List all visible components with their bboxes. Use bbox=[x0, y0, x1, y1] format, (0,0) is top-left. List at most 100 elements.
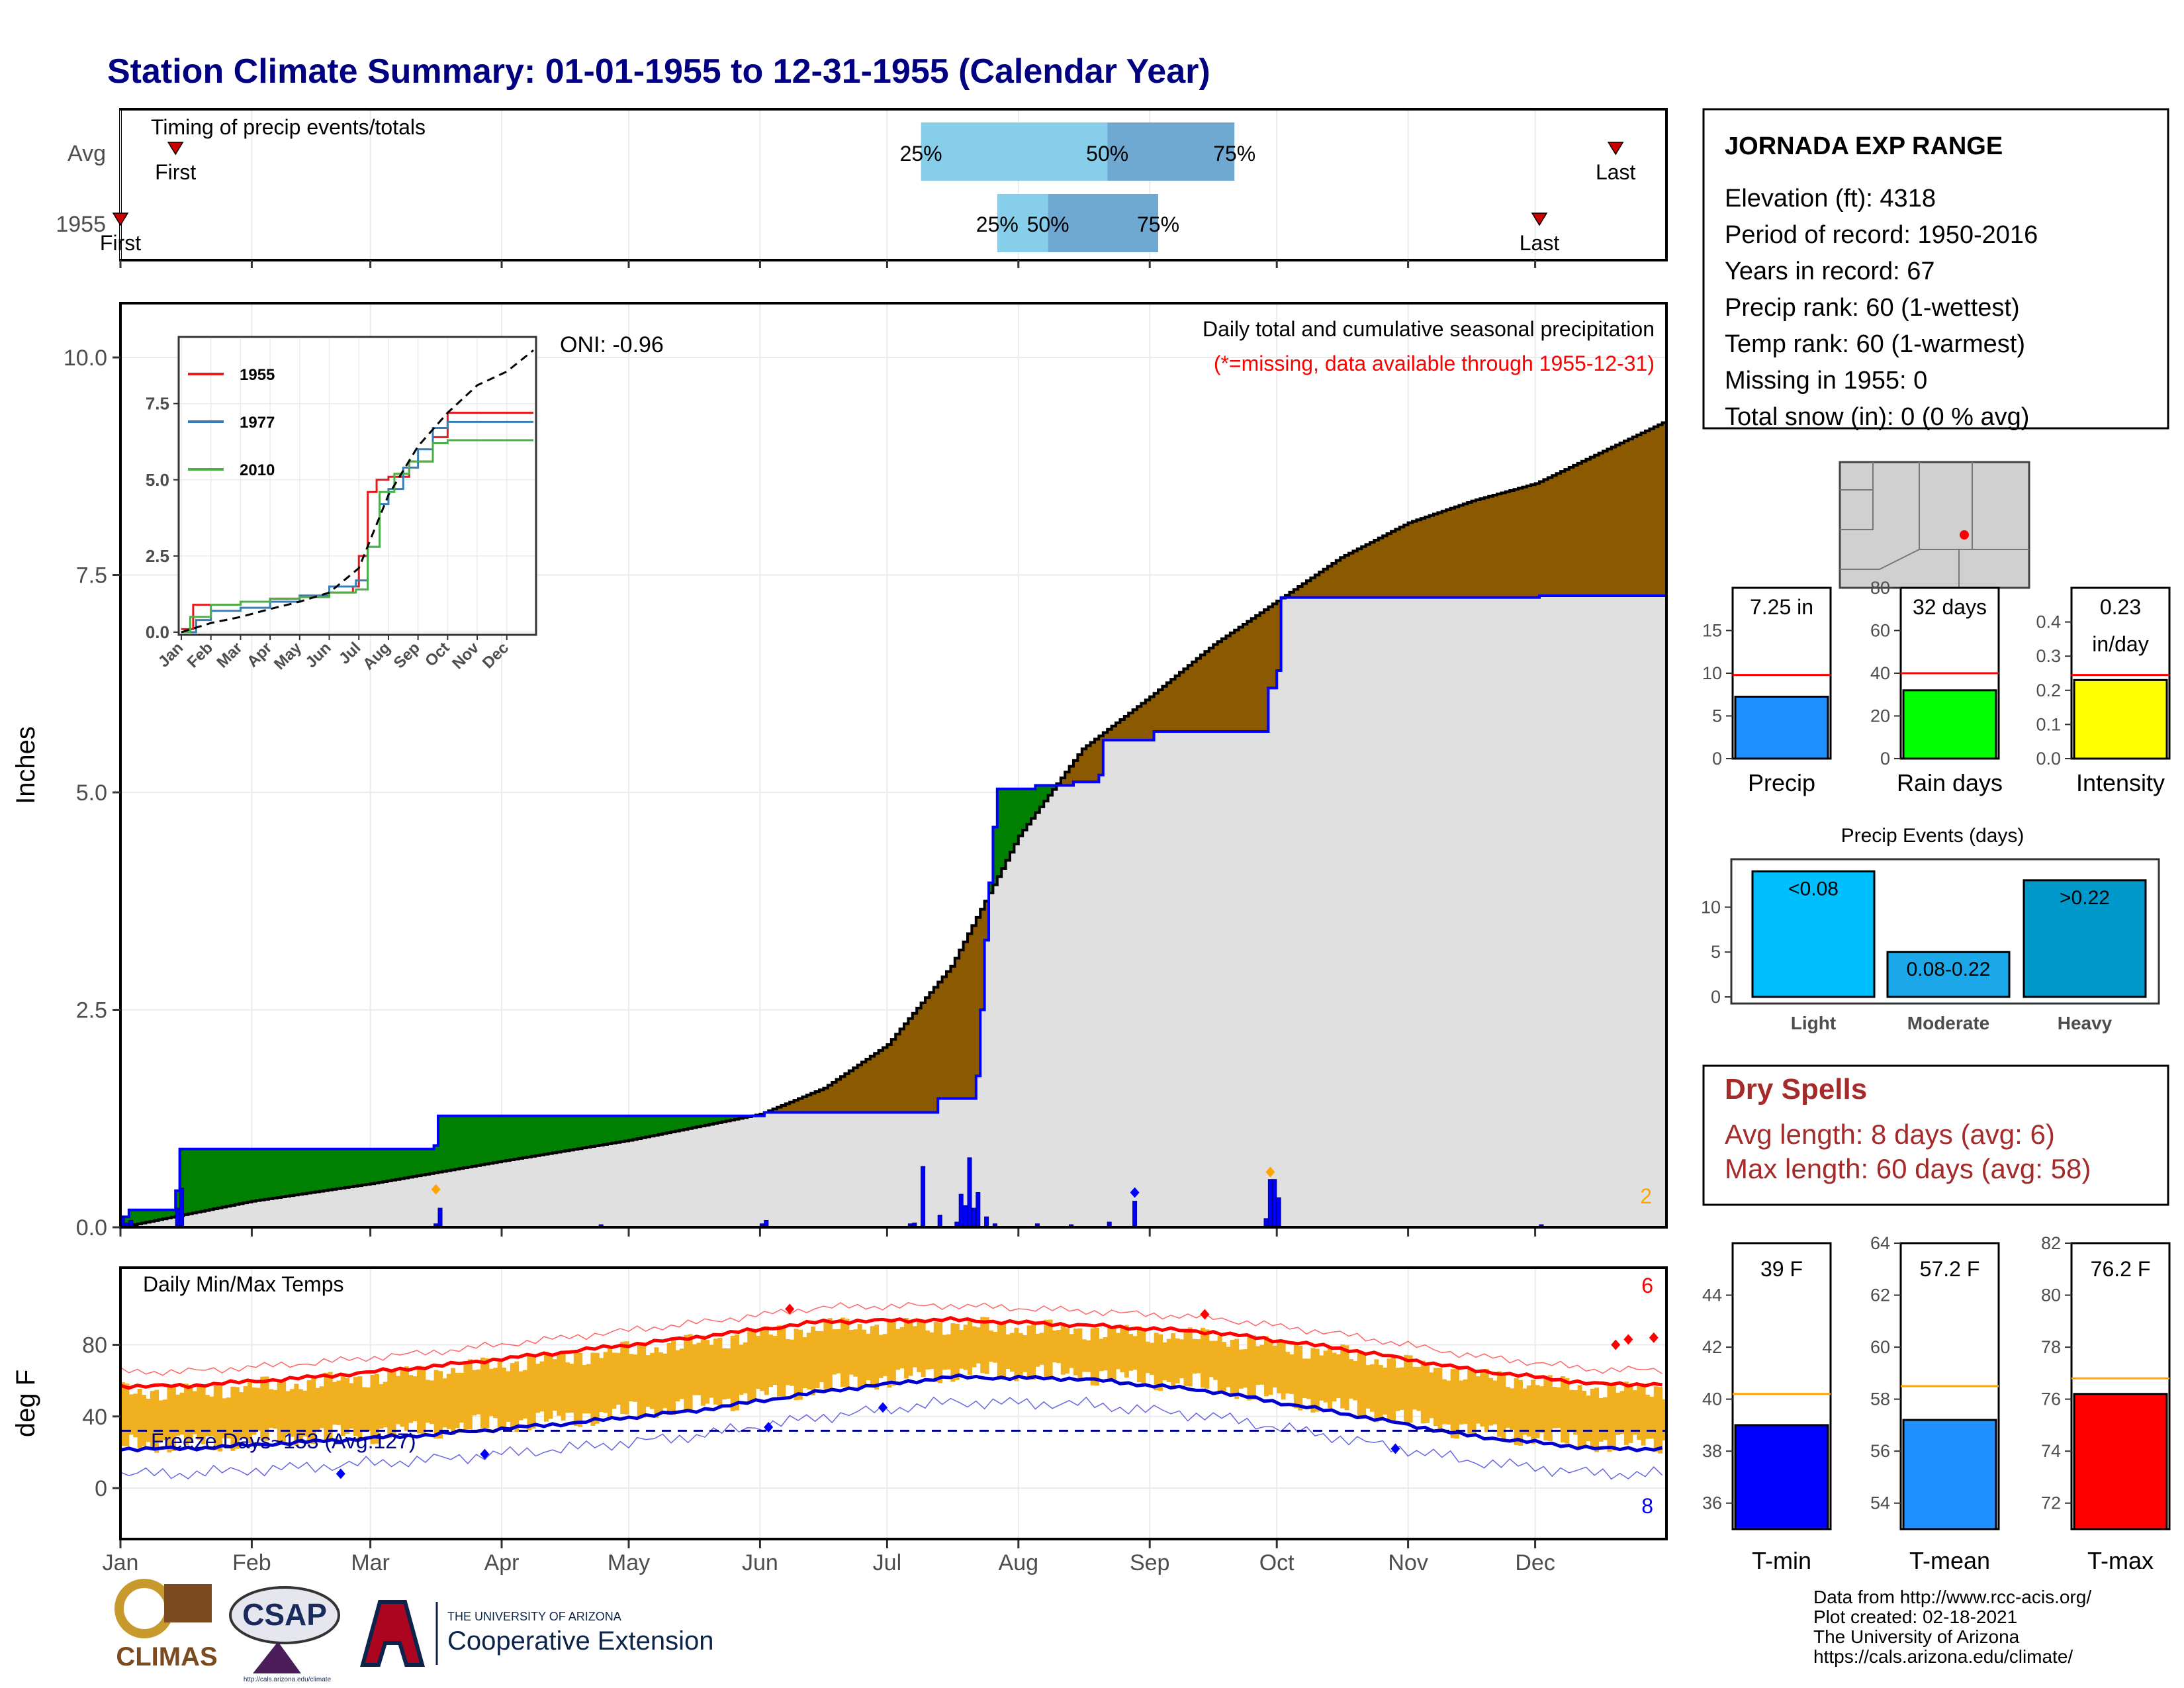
daily-temp-bar bbox=[963, 1325, 968, 1370]
daily-temp-bar bbox=[997, 1321, 1002, 1378]
daily-temp-bar bbox=[561, 1352, 566, 1421]
daily-temp-bar bbox=[255, 1387, 261, 1431]
ua-block-a bbox=[360, 1600, 425, 1667]
events-bar-heavy bbox=[2023, 879, 2147, 998]
daily-temp-bar bbox=[387, 1370, 392, 1438]
daily-temp-bar bbox=[133, 1393, 138, 1438]
daily-temp-bar bbox=[1480, 1372, 1485, 1427]
timing-row-label-year: 1955 bbox=[56, 212, 106, 237]
dry-spells-frame bbox=[1702, 1064, 2169, 1206]
daily-temp-bar bbox=[629, 1354, 633, 1401]
csap-logo: CSAP http://cals.arizona.edu/climate bbox=[229, 1586, 340, 1683]
daily-temp-bar bbox=[1285, 1352, 1290, 1393]
daily-temp-bar bbox=[285, 1391, 291, 1434]
daily-temp-bar bbox=[400, 1370, 405, 1427]
daily-temp-bar bbox=[1226, 1346, 1231, 1387]
daily-temp-bar bbox=[1641, 1384, 1646, 1446]
last-event-label: Last bbox=[1520, 231, 1560, 255]
daily-temp-bar bbox=[472, 1370, 477, 1416]
timing-row-label-avg: Avg bbox=[68, 141, 106, 166]
daily-temp-bar bbox=[760, 1329, 765, 1391]
daily-temp-bar bbox=[349, 1383, 354, 1429]
daily-temp-bar bbox=[497, 1362, 502, 1429]
daily-temp-bar bbox=[1344, 1345, 1349, 1411]
daily-temp-bar bbox=[891, 1319, 896, 1386]
daily-temp-bar bbox=[650, 1352, 655, 1409]
page-title: Station Climate Summary: 01-01-1955 to 1… bbox=[107, 52, 1210, 91]
summary-rain-days-ytick-label: 0 bbox=[1880, 749, 1890, 769]
month-axis-label: Feb bbox=[232, 1550, 271, 1575]
daily-temp-bar bbox=[645, 1355, 651, 1407]
average-min-line bbox=[120, 1373, 1663, 1453]
daily-temp-bar bbox=[124, 1383, 130, 1446]
daily-temp-bar bbox=[1302, 1358, 1307, 1398]
timing-bar-q25-q50 bbox=[921, 122, 1108, 181]
last-event-label: Last bbox=[1596, 160, 1636, 184]
daily-temp-bar bbox=[1543, 1376, 1549, 1441]
daily-temp-bar bbox=[128, 1394, 134, 1435]
daily-temp-bar bbox=[1048, 1319, 1053, 1377]
daily-temp-bar bbox=[594, 1352, 600, 1424]
precip-ylabel: Inches bbox=[11, 726, 40, 804]
daily-temp-bar bbox=[565, 1362, 570, 1413]
daily-temp-bar bbox=[234, 1387, 240, 1449]
temp-summary-t-max-ytick-label: 74 bbox=[2041, 1441, 2061, 1461]
events-bar-light bbox=[1751, 870, 1876, 998]
daily-temp-bar bbox=[841, 1317, 845, 1387]
daily-temp-bar bbox=[1340, 1344, 1345, 1409]
record-high-marker bbox=[785, 1303, 795, 1315]
precip-average-cumulative-line bbox=[120, 421, 1666, 1229]
daily-temp-bar bbox=[921, 1319, 926, 1378]
daily-temp-bar bbox=[1603, 1397, 1608, 1440]
daily-temp-bar bbox=[302, 1390, 308, 1436]
daily-temp-bar bbox=[396, 1376, 400, 1425]
summary-intensity-value-label: 0.23 bbox=[2100, 595, 2141, 619]
daily-temp-bar bbox=[518, 1371, 523, 1421]
daily-temp-bar bbox=[1522, 1388, 1527, 1435]
daily-temp-bar bbox=[666, 1342, 672, 1415]
daily-temp-bar bbox=[654, 1347, 659, 1419]
daily-temp-bar bbox=[1039, 1333, 1044, 1365]
daily-temp-bar bbox=[764, 1326, 769, 1395]
daily-temp-bar bbox=[1420, 1360, 1426, 1424]
daily-temp-bar bbox=[1171, 1333, 1176, 1389]
daily-temp-bar bbox=[1378, 1364, 1383, 1419]
daily-temp-bar bbox=[1510, 1388, 1515, 1430]
dry-spells-avg: Avg length: 8 days (avg: 6) bbox=[1725, 1119, 2055, 1150]
precip-chart-title: Daily total and cumulative seasonal prec… bbox=[1203, 317, 1655, 341]
daily-temp-bar bbox=[679, 1348, 684, 1399]
daily-temp-bar bbox=[544, 1352, 549, 1422]
daily-temp-bar bbox=[319, 1386, 324, 1429]
daily-temp-bar bbox=[823, 1319, 829, 1389]
summary-rain-days-ytick-label: 20 bbox=[1870, 706, 1890, 726]
daily-temp-bar bbox=[980, 1317, 985, 1374]
ua-logo: THE UNIVERSITY OF ARIZONA Cooperative Ex… bbox=[360, 1600, 713, 1667]
daily-temp-bar bbox=[785, 1338, 790, 1385]
daily-temp-bar bbox=[1014, 1327, 1019, 1382]
daily-temp-bar bbox=[484, 1358, 490, 1429]
daily-temp-bar bbox=[624, 1341, 629, 1415]
daily-temp-bar bbox=[946, 1334, 951, 1370]
daily-temp-bar bbox=[569, 1364, 574, 1413]
timing-p25-label: 25% bbox=[900, 142, 942, 165]
daily-precip-bar bbox=[984, 1216, 989, 1228]
oni-label: ONI: -0.96 bbox=[560, 332, 664, 357]
last-event-marker bbox=[1531, 212, 1548, 226]
summary-intensity-ytick-label: 0.3 bbox=[2036, 646, 2061, 666]
csap-cloud bbox=[229, 1586, 340, 1644]
daily-temp-bar bbox=[353, 1377, 358, 1436]
daily-temp-bar bbox=[1268, 1339, 1273, 1395]
daily-temp-bar bbox=[709, 1344, 714, 1398]
daily-temp-bar bbox=[1154, 1333, 1159, 1391]
daily-temp-bar bbox=[306, 1380, 312, 1444]
daily-temp-bar bbox=[1505, 1387, 1510, 1428]
daily-temp-bar bbox=[1497, 1371, 1502, 1437]
daily-temp-bar bbox=[993, 1331, 998, 1363]
events-category-label: Heavy bbox=[2058, 1013, 2113, 1033]
daily-temp-bar bbox=[853, 1329, 858, 1377]
daily-temp-bar bbox=[179, 1392, 185, 1435]
summary-precip-ytick-label: 15 bbox=[1702, 621, 1722, 641]
temp-summary-t-min-value-label: 39 F bbox=[1760, 1257, 1803, 1281]
daily-temp-bar bbox=[615, 1352, 621, 1405]
daily-temp-bar bbox=[887, 1320, 892, 1388]
